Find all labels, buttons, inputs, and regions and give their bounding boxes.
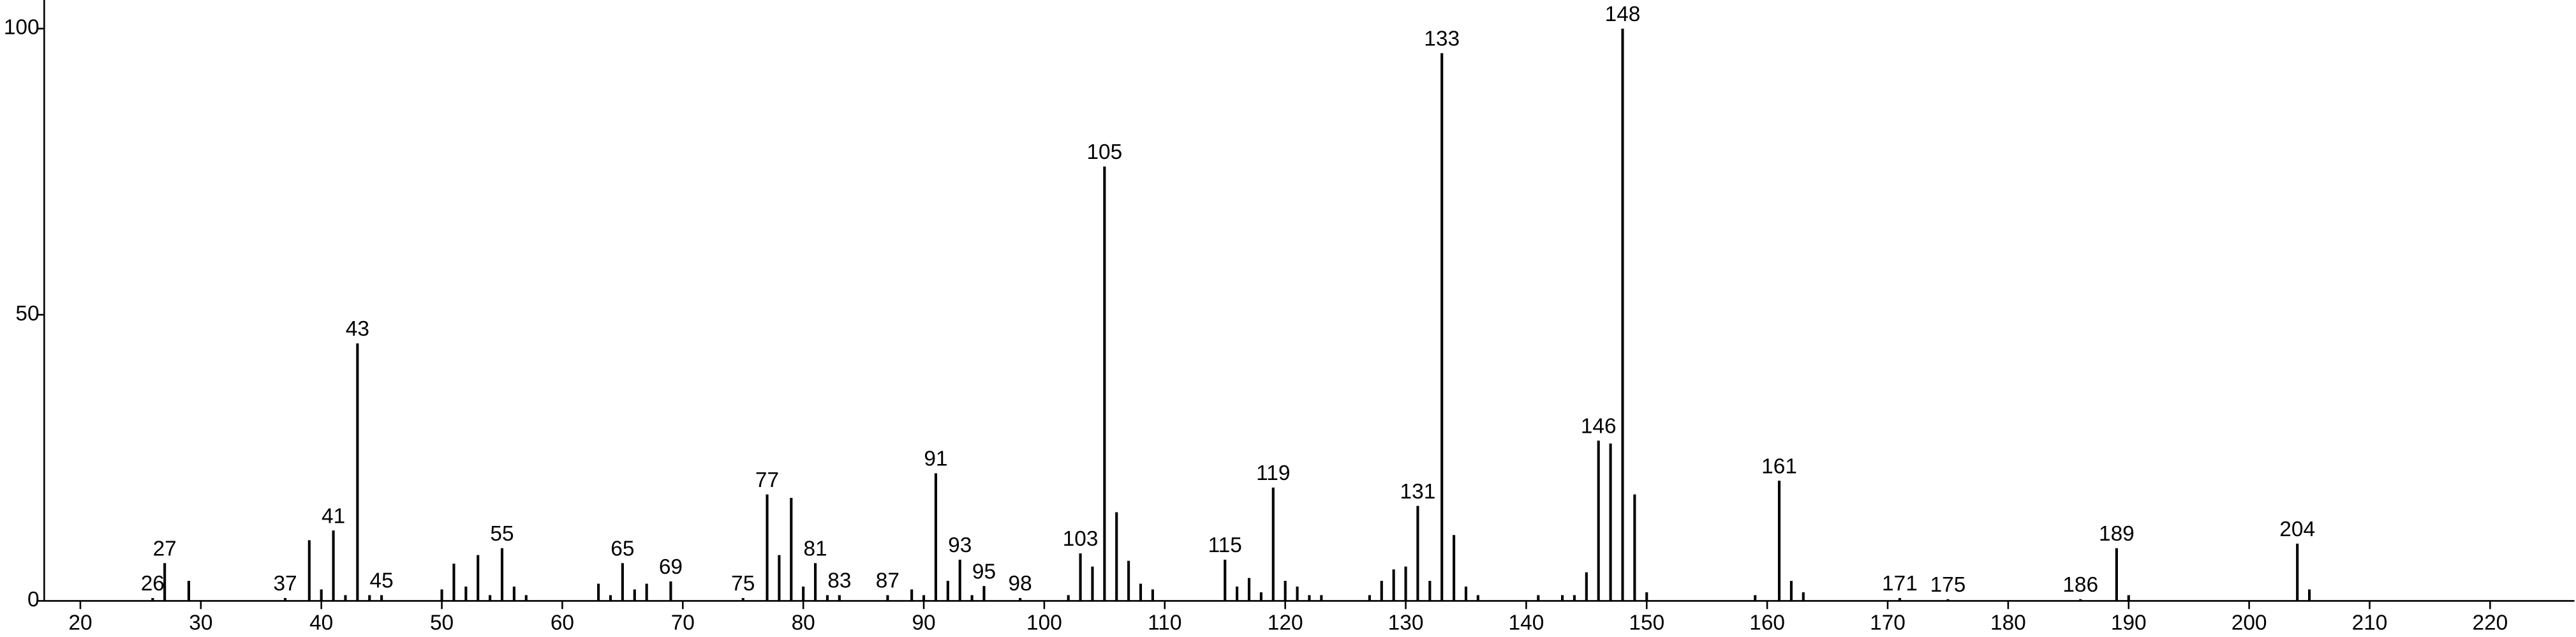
peak-label: 146 [1581, 415, 1617, 438]
peak-label: 87 [876, 569, 899, 593]
peak-label: 69 [659, 555, 683, 579]
peak-label: 105 [1086, 140, 1122, 164]
peak-label: 27 [153, 537, 177, 560]
x-tick-label: 110 [1148, 611, 1181, 634]
x-tick-label: 50 [430, 611, 454, 634]
x-tick-label: 220 [2472, 611, 2508, 634]
peak-label: 55 [490, 522, 514, 546]
peak-label: 115 [1208, 534, 1242, 557]
peak-label: 98 [1009, 572, 1032, 596]
x-tick-label: 150 [1629, 611, 1664, 634]
x-tick-label: 210 [2352, 611, 2388, 634]
peak-label: 81 [803, 537, 827, 560]
x-tick-label: 170 [1870, 611, 1906, 634]
x-tick-label: 120 [1268, 611, 1303, 634]
peak-label: 204 [2279, 518, 2315, 541]
peak-label: 43 [346, 317, 369, 341]
y-tick-label: 0 [27, 588, 40, 611]
peak-label: 41 [322, 504, 345, 528]
x-tick-label: 130 [1388, 611, 1424, 634]
x-tick-label: 40 [309, 611, 333, 634]
peak-label: 93 [948, 534, 972, 557]
peak-label: 65 [611, 537, 634, 560]
x-tick-label: 20 [68, 611, 92, 634]
peak-label: 95 [972, 560, 996, 583]
x-tick-label: 30 [189, 611, 212, 634]
peak-label: 103 [1063, 527, 1099, 551]
y-tick-label: 50 [15, 302, 39, 326]
x-tick-label: 200 [2232, 611, 2267, 634]
x-tick-label: 80 [792, 611, 815, 634]
x-tick-label: 190 [2111, 611, 2147, 634]
peak-label: 26 [141, 572, 165, 596]
peak-label: 189 [2099, 522, 2135, 546]
peak-label: 77 [755, 468, 779, 492]
x-tick-label: 100 [1026, 611, 1062, 634]
peak-label: 119 [1256, 461, 1290, 485]
x-tick-label: 60 [551, 611, 574, 634]
y-tick-label: 100 [4, 16, 40, 40]
x-tick-label: 160 [1749, 611, 1785, 634]
peak-label: 186 [2062, 573, 2098, 597]
peak-label: 175 [1930, 573, 1966, 597]
x-tick-label: 70 [671, 611, 695, 634]
peak-label: 133 [1424, 27, 1460, 51]
peak-label: 83 [827, 569, 851, 593]
peak-label: 45 [370, 569, 394, 593]
x-tick-label: 90 [912, 611, 935, 634]
peak-label: 91 [924, 447, 947, 471]
peak-label: 75 [731, 572, 755, 596]
peak-label: 37 [273, 572, 297, 596]
peak-label: 148 [1605, 3, 1641, 26]
x-tick-label: 180 [1990, 611, 2026, 634]
peak-label: 131 [1400, 480, 1436, 504]
x-tick-label: 140 [1509, 611, 1544, 634]
peak-label: 171 [1882, 572, 1918, 596]
peak-label: 161 [1761, 454, 1797, 478]
